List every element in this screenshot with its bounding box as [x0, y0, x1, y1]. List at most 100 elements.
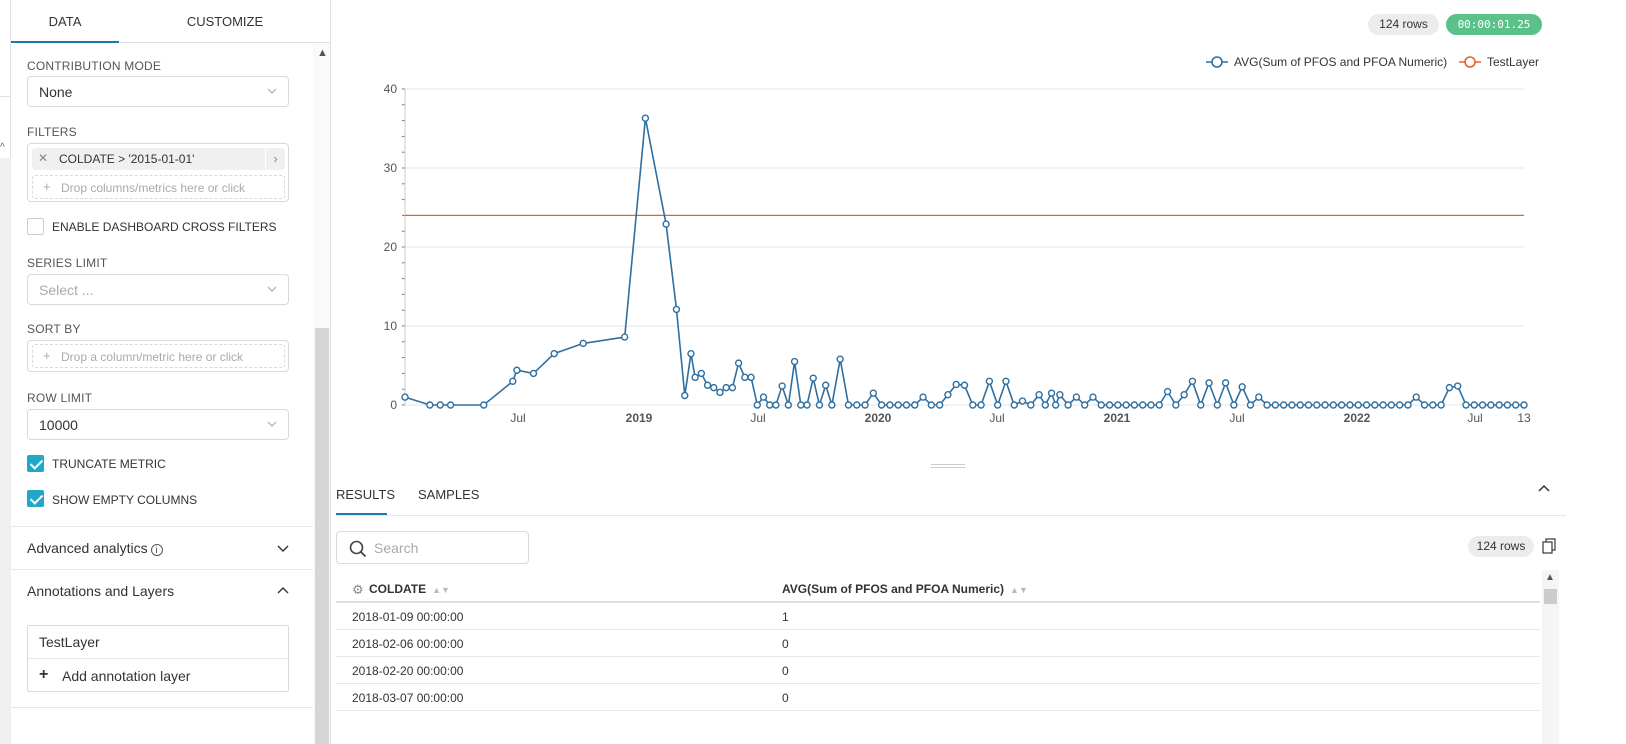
- data-point: [1387, 401, 1396, 409]
- data-point: [911, 401, 919, 409]
- resize-handle[interactable]: [931, 464, 965, 468]
- info-icon[interactable]: i: [150, 544, 163, 556]
- data-point: [869, 389, 878, 397]
- collapse-icon[interactable]: [1537, 482, 1551, 496]
- data-point: [886, 401, 894, 409]
- data-point: [919, 393, 927, 401]
- sort-icon: ▲▼: [432, 585, 450, 595]
- data-point: [1487, 401, 1495, 409]
- y-tick-label: 40: [384, 82, 398, 96]
- legend-testlayer-label: TestLayer: [1487, 55, 1539, 69]
- panel-scrollbar[interactable]: ▲: [313, 43, 330, 744]
- column-header-avg[interactable]: AVG(Sum of PFOS and PFOA Numeric) ▲▼: [782, 582, 1028, 596]
- annotation-layer-item[interactable]: TestLayer: [28, 626, 288, 659]
- data-point: [641, 114, 650, 122]
- column-header-coldate[interactable]: COLDATE ▲▼: [369, 582, 450, 596]
- show-empty-columns-label: SHOW EMPTY COLUMNS: [52, 493, 198, 507]
- tab-data[interactable]: DATA: [11, 0, 119, 43]
- row-limit-select[interactable]: 10000: [27, 409, 289, 440]
- data-point: [778, 382, 786, 390]
- data-point: [1304, 401, 1313, 409]
- show-empty-columns-checkbox[interactable]: [27, 490, 44, 507]
- tab-samples[interactable]: SAMPLES: [418, 487, 480, 502]
- data-point: [662, 220, 670, 228]
- scroll-up-icon[interactable]: ▲: [1545, 572, 1555, 583]
- series-limit-select[interactable]: Select ...: [27, 274, 289, 305]
- data-point: [1512, 401, 1520, 409]
- data-point: [1453, 382, 1462, 390]
- data-point: [960, 381, 969, 389]
- search-input[interactable]: Search: [336, 531, 529, 564]
- chevron-right-icon[interactable]: ›: [265, 148, 285, 170]
- copy-icon[interactable]: [1542, 538, 1556, 554]
- chevron-down-icon[interactable]: [277, 542, 289, 554]
- data-point: [1321, 401, 1329, 409]
- advanced-analytics-section[interactable]: Advanced analytics i: [11, 526, 313, 570]
- legend-testlayer-marker: [1464, 56, 1476, 68]
- scrollbar-thumb[interactable]: [315, 328, 329, 744]
- chart-area: 124 rows 00:00:01.25 0 10 20 30 40 Jul 2019 Jul…: [331, 0, 1626, 744]
- data-point: [1279, 401, 1288, 409]
- sort-by-dropzone[interactable]: + Drop a column/metric here or click: [32, 344, 285, 368]
- data-point: [1056, 391, 1064, 399]
- line-chart: 0 10 20 30 40 Jul 2019 Jul 2020 Jul 2021 Jul 2022 Jul…: [384, 55, 1539, 425]
- data-point: [1246, 401, 1255, 409]
- tab-results[interactable]: RESULTS: [336, 487, 395, 515]
- chevron-up-icon[interactable]: ^: [0, 142, 5, 153]
- scrollbar-thumb[interactable]: [1544, 589, 1557, 604]
- table-scrollbar[interactable]: ▲: [1542, 570, 1559, 744]
- data-point: [1371, 401, 1379, 409]
- y-tick-label: 20: [384, 240, 398, 254]
- data-point: [985, 377, 994, 385]
- x-tick-label: Jul: [750, 411, 765, 425]
- gutter-divider: [0, 96, 11, 97]
- x-tick-label: 13: [1517, 411, 1531, 425]
- annotations-title: Annotations and Layers: [27, 583, 175, 599]
- filter-chip[interactable]: ✕ COLDATE > '2015-01-01' ›: [32, 148, 285, 170]
- data-point: [1188, 377, 1197, 385]
- data-point: [480, 401, 488, 409]
- tab-customize[interactable]: CUSTOMIZE: [186, 14, 264, 29]
- y-tick-label: 0: [390, 398, 397, 412]
- data-point: [894, 401, 902, 409]
- truncate-metric-checkbox[interactable]: [27, 455, 44, 472]
- y-tick-label: 30: [384, 161, 398, 175]
- column-header-label: AVG(Sum of PFOS and PFOA Numeric): [782, 582, 1005, 596]
- chevron-up-icon[interactable]: [277, 585, 289, 597]
- data-point: [1197, 401, 1205, 409]
- data-point: [1213, 401, 1222, 409]
- data-point: [697, 369, 706, 378]
- results-table: ⚙ COLDATE ▲▼ AVG(Sum of PFOS and PFOA Num…: [336, 574, 1540, 711]
- data-point: [753, 401, 761, 409]
- query-timer: 00:00:01.25: [1446, 14, 1542, 35]
- data-point: [1205, 379, 1213, 387]
- truncate-metric-label: TRUNCATE METRIC: [52, 457, 166, 471]
- chevron-down-icon: [267, 88, 277, 94]
- contribution-mode-select[interactable]: None: [27, 76, 289, 107]
- remove-filter-icon[interactable]: ✕: [38, 151, 49, 165]
- data-point: [1329, 401, 1338, 409]
- table-header: ⚙ COLDATE ▲▼ AVG(Sum of PFOS and PFOA Num…: [336, 574, 1540, 603]
- data-point: [1130, 401, 1139, 409]
- row-limit-label: ROW LIMIT: [27, 391, 93, 405]
- annotations-section[interactable]: Annotations and Layers: [11, 569, 313, 613]
- data-point: [1271, 401, 1280, 409]
- data-point: [1080, 401, 1089, 409]
- scroll-up-icon[interactable]: ▲: [317, 47, 328, 59]
- data-point: [821, 381, 830, 389]
- data-point: [672, 305, 681, 314]
- data-point: [734, 359, 743, 367]
- data-point: [728, 383, 737, 392]
- data-point: [1337, 401, 1346, 409]
- cross-filters-checkbox[interactable]: [27, 218, 44, 235]
- sort-by-label: SORT BY: [27, 322, 81, 336]
- data-point: [861, 401, 869, 409]
- data-point: [1147, 401, 1155, 409]
- filters-dropzone[interactable]: + Drop columns/metrics here or click: [32, 175, 285, 199]
- data-point: [1139, 401, 1147, 409]
- row-limit-value: 10000: [39, 417, 78, 433]
- x-tick-label: Jul: [1467, 411, 1482, 425]
- filters-box: ✕ COLDATE > '2015-01-01' › + Drop column…: [27, 143, 289, 202]
- gear-icon[interactable]: ⚙: [352, 582, 364, 597]
- data-point: [703, 381, 712, 389]
